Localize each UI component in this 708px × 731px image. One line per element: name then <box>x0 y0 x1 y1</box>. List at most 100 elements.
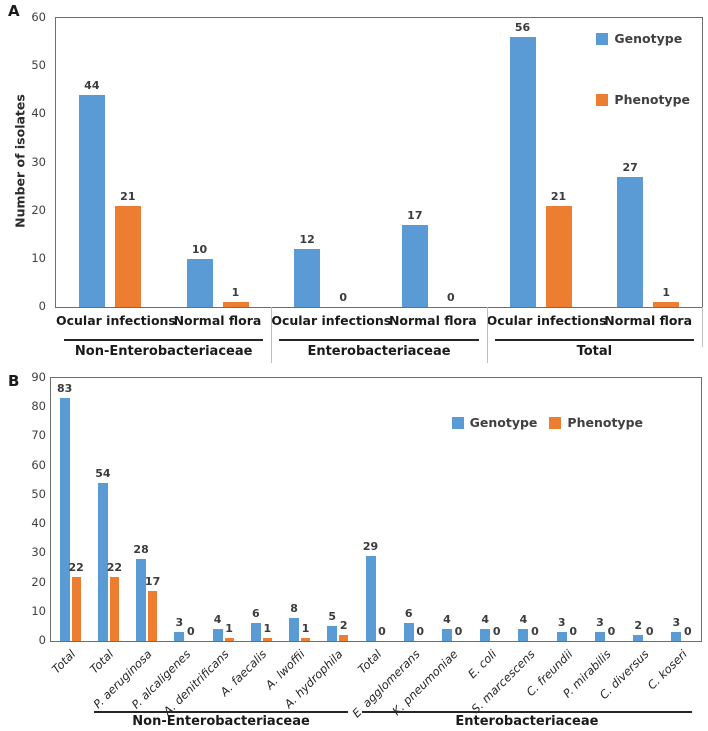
bar-value-label: 22 <box>68 560 84 574</box>
group-label: Non-Enterobacteriaceae <box>74 344 253 359</box>
y-tick-label: 30 <box>31 154 46 169</box>
group-label: Total <box>576 344 613 359</box>
bar-value-label: 2 <box>634 619 642 633</box>
bar-value-label: 5 <box>328 610 337 624</box>
bar-value-label: 22 <box>106 560 122 574</box>
bar-value-label: 1 <box>225 622 233 636</box>
bar-value-label: 0 <box>531 625 539 638</box>
plot-area-a: 44 21 10 1 12 0 17 0 56 21 27 1 Genotype Phenotype <box>55 17 703 308</box>
x-category-label: A. denitrificans <box>159 647 232 719</box>
bar-genotype <box>327 626 338 641</box>
y-tick-label: 50 <box>31 486 46 501</box>
bar-phenotype <box>114 205 141 307</box>
panel-b: B Number of isolates 0102030405060708090… <box>0 370 708 731</box>
legend-a: Genotype Phenotype <box>596 31 690 107</box>
bar-value-label: 1 <box>231 286 240 300</box>
bar-genotype <box>186 258 213 307</box>
bar-value-label: 2 <box>339 619 348 633</box>
plot-area-b: 83 22 54 22 28 17 3 0 4 1 6 1 8 1 5 2 29 0 6 0 4 0 4 0 4 0 3 0 3 0 2 0 3… <box>50 377 702 642</box>
bar-value-label: 0 <box>186 625 195 638</box>
bar-value-label: 1 <box>263 622 272 636</box>
bar-value-label: 4 <box>481 613 490 627</box>
bar-genotype <box>174 632 185 641</box>
group-underline <box>64 339 264 341</box>
bar-genotype <box>594 632 605 641</box>
y-tick-label: 70 <box>31 428 46 443</box>
bar-value-label: 0 <box>447 291 455 304</box>
group-separator <box>486 307 488 363</box>
x-category-label: Normal flora <box>604 313 693 328</box>
bar-value-label: 0 <box>569 625 577 638</box>
group-underline <box>494 339 694 341</box>
bar-phenotype <box>71 576 81 641</box>
bar-genotype <box>633 635 644 641</box>
bar-value-label: 54 <box>95 467 111 481</box>
x-axis-area-a: Ocular infections Normal flora Non-Enterob… <box>56 307 703 367</box>
x-category-label: E. agglomerans <box>348 647 423 721</box>
bar-value-label: 8 <box>290 601 298 615</box>
y-tick-label: 60 <box>31 10 46 24</box>
bar-value-label: 1 <box>301 622 310 636</box>
bar-value-label: 56 <box>514 21 531 35</box>
bar-phenotype <box>148 591 158 641</box>
y-tick-label: 40 <box>31 106 46 121</box>
x-category-label: C. koseri <box>644 647 691 693</box>
legend-item-phenotype: Phenotype <box>549 415 643 430</box>
y-tick-label: 0 <box>38 299 46 313</box>
bar-value-label: 3 <box>596 616 604 630</box>
x-category-label: Total <box>354 647 385 677</box>
group-label: Non-Enterobacteriaceae <box>132 714 310 729</box>
bar-phenotype <box>109 576 119 641</box>
bar-genotype <box>212 629 223 641</box>
genotype-swatch-icon <box>596 32 609 45</box>
y-tick-label: 30 <box>31 545 46 560</box>
bar-value-label: 21 <box>120 189 136 203</box>
bar-value-label: 27 <box>622 160 638 174</box>
bar-genotype <box>289 617 300 641</box>
bar-value-label: 4 <box>519 613 528 627</box>
legend-label-genotype: Genotype <box>614 31 683 46</box>
bar-value-label: 3 <box>175 616 184 630</box>
panel-a: A Number of isolates 0 10 20 30 40 50 60 44 21 1… <box>8 2 703 367</box>
x-category-label: Normal flora <box>173 313 262 328</box>
bar-genotype <box>250 623 261 641</box>
bar-value-label: 0 <box>607 625 616 638</box>
bar-genotype <box>518 629 529 641</box>
y-tick-label: 10 <box>31 250 46 265</box>
bar-value-label: 0 <box>454 625 463 638</box>
legend-label-phenotype: Phenotype <box>567 415 643 430</box>
legend-item-phenotype: Phenotype <box>596 92 690 107</box>
x-category-label: K. pneumoniae <box>389 647 461 719</box>
y-tick-label: 20 <box>31 574 46 589</box>
bar-value-label: 4 <box>213 613 222 627</box>
group-underline <box>94 711 348 713</box>
x-axis-groups-b: Non-Enterobacteriaceae Enterobacteriaceae <box>50 711 700 731</box>
bar-value-label: 1 <box>662 286 670 300</box>
x-category-label: Normal flora <box>388 313 477 328</box>
legend-label-genotype: Genotype <box>469 415 538 430</box>
legend-item-genotype: Genotype <box>596 31 682 46</box>
phenotype-swatch-icon <box>549 416 562 429</box>
x-category-label: Ocular infections <box>486 313 607 328</box>
bar-genotype <box>59 398 70 641</box>
y-tick-label: 80 <box>31 399 46 414</box>
bar-value-label: 6 <box>404 607 413 621</box>
y-tick-label: 60 <box>31 457 46 472</box>
bar-phenotype <box>224 638 234 641</box>
panel-label-b: B <box>8 372 20 390</box>
bar-phenotype <box>262 638 272 641</box>
bar-genotype <box>480 629 491 641</box>
group-underline <box>361 711 692 713</box>
bar-phenotype <box>222 302 249 307</box>
bar-value-label: 0 <box>684 625 692 638</box>
x-category-label: Total <box>48 647 79 677</box>
x-category-label: E. coli <box>464 647 499 682</box>
bar-phenotype <box>653 302 680 307</box>
y-tick-label: 90 <box>31 370 46 384</box>
bar-value-label: 28 <box>133 543 149 557</box>
group-label: Enterobacteriaceae <box>307 344 451 359</box>
bar-value-label: 17 <box>144 575 161 589</box>
legend-label-phenotype: Phenotype <box>614 92 690 107</box>
y-tick-label: 10 <box>31 603 46 618</box>
x-category-label: Ocular infections <box>271 313 392 328</box>
